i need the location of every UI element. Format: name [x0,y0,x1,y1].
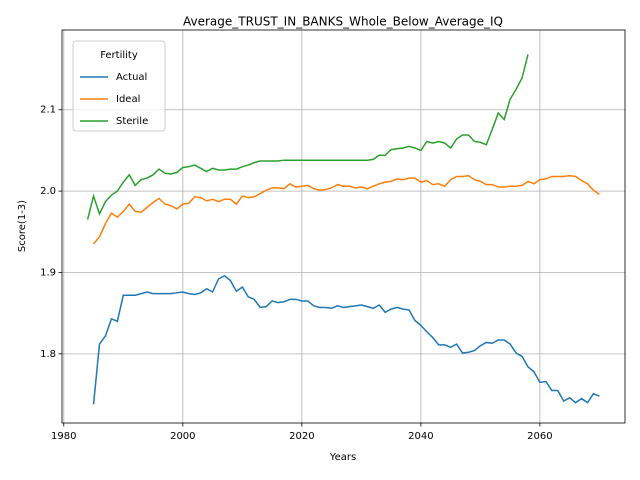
legend-box [72,40,166,132]
legend-label: Ideal [116,94,140,105]
plot-frame [61,29,626,424]
x-tick-label: 1980 [51,431,76,442]
legend-title: Fertility [100,50,138,61]
x-tick-label: 2060 [527,431,552,442]
x-axis-label: Years [329,452,356,463]
x-tick-label: 2040 [408,431,433,442]
y-axis-label: Score(1-3) [17,200,28,252]
y-tick-label: 1.9 [40,267,56,278]
y-tick-label: 2.0 [40,186,56,197]
legend-label: Actual [116,72,147,83]
x-tick-label: 2000 [170,431,195,442]
series-line [92,174,600,245]
y-tick-label: 2.1 [40,105,56,116]
series-line [86,54,529,220]
legend-label: Sterile [116,116,148,127]
x-tick-label: 2020 [289,431,314,442]
y-tick-label: 1.8 [40,349,56,360]
chart-title: Average_TRUST_IN_BANKS_Whole_Below_Avera… [183,15,503,29]
series-line [92,274,600,405]
